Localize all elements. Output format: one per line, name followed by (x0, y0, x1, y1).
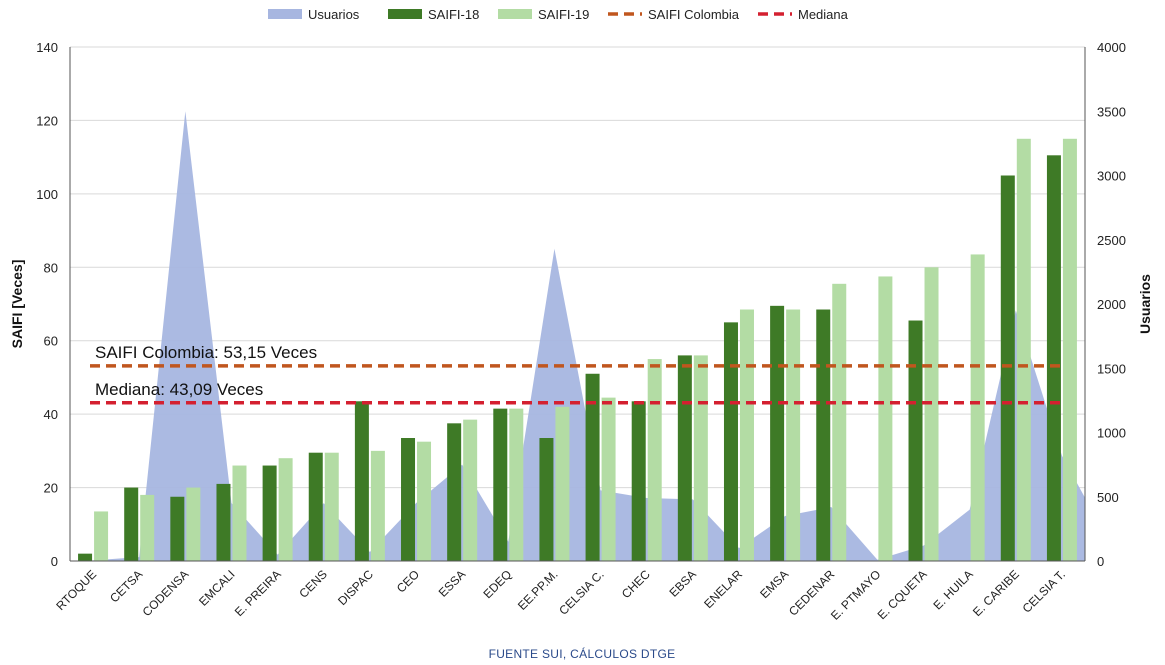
bar-saifi-18-enelar (723, 322, 738, 561)
x-tick-label-celsia-t: CELSIA T. (1020, 567, 1068, 615)
bar-saifi-18-dispac (354, 401, 369, 561)
y-tick-label: 100 (36, 187, 58, 202)
x-tick-label-codensa: CODENSA (140, 567, 192, 619)
y-tick-label: 40 (44, 407, 58, 422)
bar-saifi-19-enelar (739, 309, 754, 561)
legend-swatch-usuarios (268, 9, 302, 19)
bar-saifi-19-emcali (232, 465, 247, 561)
y2-tick-label: 3500 (1097, 104, 1126, 119)
y-tick-label: 0 (51, 554, 58, 569)
x-tick-label-edeq: EDEQ (480, 567, 514, 601)
legend-label-saifi-18: SAIFI-18 (428, 7, 479, 22)
bar-saifi-19-essa (463, 419, 478, 561)
x-tick-label-cens: CENS (296, 567, 329, 600)
y-axis-title: SAIFI [Veces] (9, 260, 25, 349)
bar-saifi-18-e-preira (262, 465, 277, 561)
x-tick-label-emcali: EMCALI (196, 567, 237, 608)
bar-saifi-18-cetsa (124, 487, 139, 561)
x-tick-label-ceo: CEO (394, 567, 422, 595)
legend-swatch-saifi-18 (388, 9, 422, 19)
x-tick-label-cetsa: CETSA (107, 567, 145, 605)
bar-saifi-18-ceo (401, 438, 416, 561)
y-tick-label: 120 (36, 113, 58, 128)
x-tick-label-e-cqueta: E. CQUETA (875, 567, 930, 622)
y2-tick-label: 500 (1097, 490, 1119, 505)
bar-saifi-19-cetsa (140, 494, 155, 561)
bar-saifi-19-emsa (786, 309, 801, 561)
x-tick-label-ebsa: EBSA (666, 567, 699, 600)
bar-saifi-19-e-caribe (1016, 138, 1031, 562)
bar-saifi-19-celsia-c (601, 397, 616, 561)
y-tick-label: 80 (44, 260, 58, 275)
x-tick-label-e-ptmayo: E. PTMAYO (828, 567, 883, 622)
y2-tick-label: 4000 (1097, 40, 1126, 55)
bar-saifi-19-ee-pp-m (555, 406, 570, 561)
y-tick-label: 60 (44, 334, 58, 349)
bar-saifi-19-chec (647, 359, 662, 561)
bar-saifi-18-chec (631, 401, 646, 561)
legend-label-usuarios: Usuarios (308, 7, 360, 22)
bar-saifi-18-edeq (493, 408, 508, 561)
y2-axis-title: Usuarios (1137, 274, 1153, 334)
ref-label-mediana: Mediana: 43,09 Veces (95, 380, 263, 399)
legend-label-saifi-colombia: SAIFI Colombia (648, 7, 740, 22)
bar-saifi-18-emcali (216, 483, 231, 561)
y2-tick-label: 0 (1097, 554, 1104, 569)
bar-saifi-19-ceo (417, 441, 432, 561)
bar-saifi-18-codensa (170, 496, 185, 561)
x-tick-label-rtoque: RTOQUE (53, 567, 99, 613)
bar-saifi-19-edeq (509, 408, 524, 561)
bar-saifi-18-essa (447, 423, 462, 561)
y2-tick-label: 1000 (1097, 426, 1126, 441)
bar-saifi-19-dispac (370, 450, 385, 561)
x-tick-label-celsia-c: CELSIA C. (556, 567, 606, 617)
x-tick-label-e-preira: E. PREIRA (232, 567, 284, 619)
bar-saifi-18-ee-pp-m (539, 438, 554, 561)
bar-saifi-19-codensa (186, 487, 201, 561)
y2-tick-label: 2000 (1097, 297, 1126, 312)
y2-tick-label: 2500 (1097, 233, 1126, 248)
x-tick-label-emsa: EMSA (757, 567, 791, 601)
bar-saifi-18-celsia-c (585, 373, 600, 561)
bar-saifi-18-e-caribe (1000, 175, 1015, 561)
bar-saifi-18-cens (308, 452, 323, 561)
legend-label-saifi-19: SAIFI-19 (538, 7, 589, 22)
bar-saifi-18-celsia-t (1046, 155, 1061, 562)
bar-saifi-19-e-ptmayo (878, 276, 893, 561)
x-tick-label-enelar: ENELAR (701, 567, 745, 611)
x-tick-label-e-caribe: E. CARIBE (970, 567, 1022, 619)
bar-saifi-19-e-cqueta (924, 267, 939, 561)
x-tick-label-e-huila: E. HUILA (931, 567, 976, 612)
legend-swatch-saifi-19 (498, 9, 532, 19)
bar-saifi-19-cens (324, 452, 339, 561)
bar-saifi-19-rtoque (94, 511, 109, 561)
y-tick-label: 20 (44, 481, 58, 496)
x-tick-label-essa: ESSA (436, 567, 469, 600)
bar-saifi-18-emsa (770, 305, 785, 561)
bar-saifi-19-celsia-t (1062, 138, 1077, 562)
bar-saifi-18-e-cqueta (908, 320, 923, 561)
x-tick-label-chec: CHEC (619, 567, 653, 601)
bar-saifi-19-cedenar (832, 283, 847, 561)
x-tick-label-dispac: DISPAC (335, 567, 376, 608)
y-tick-label: 140 (36, 40, 58, 55)
bar-saifi-19-e-huila (970, 254, 985, 561)
y2-tick-label: 1500 (1097, 361, 1126, 376)
source-note: FUENTE SUI, CÁLCULOS DTGE (489, 646, 676, 661)
bar-saifi-18-ebsa (677, 355, 692, 561)
x-tick-label-ee-pp-m: EE.PP.M. (515, 567, 561, 613)
bar-saifi-19-e-preira (278, 458, 293, 561)
bar-saifi-19-ebsa (693, 355, 708, 561)
legend-label-mediana: Mediana (798, 7, 849, 22)
y2-tick-label: 3000 (1097, 169, 1126, 184)
bar-saifi-18-rtoque (78, 553, 93, 561)
bar-saifi-18-cedenar (816, 309, 831, 561)
ref-label-saifi-colombia: SAIFI Colombia: 53,15 Veces (95, 343, 317, 362)
